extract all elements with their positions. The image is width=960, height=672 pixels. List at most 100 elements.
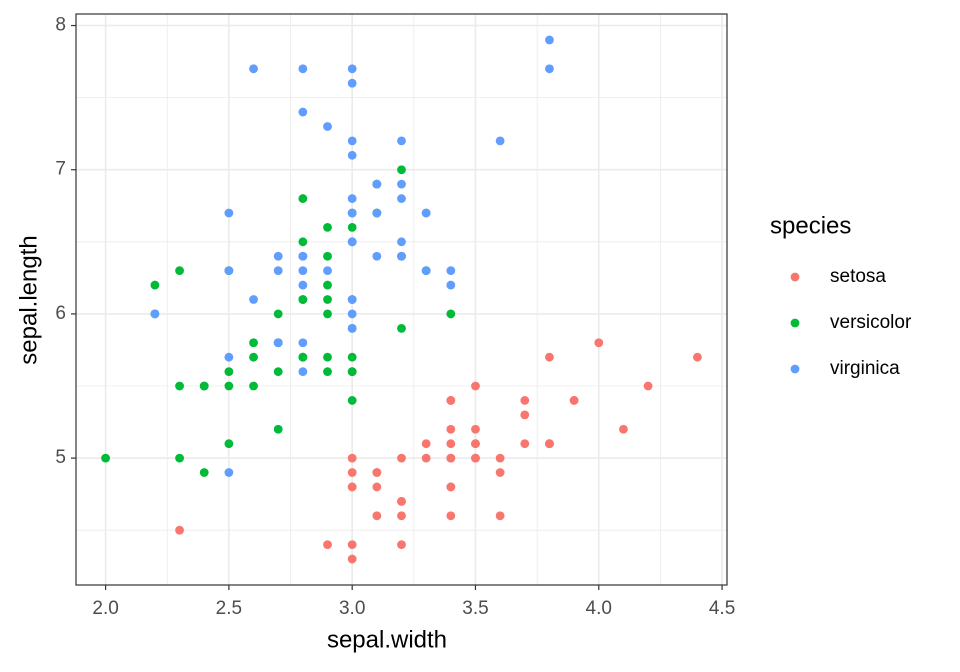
point bbox=[273, 309, 283, 319]
point bbox=[323, 266, 332, 276]
point bbox=[347, 136, 357, 146]
point bbox=[224, 367, 234, 376]
point bbox=[323, 295, 332, 304]
legend-key bbox=[790, 272, 800, 282]
x-tick-label: 3.0 bbox=[339, 598, 365, 619]
point bbox=[347, 223, 357, 232]
point bbox=[347, 309, 357, 319]
point bbox=[249, 381, 258, 391]
point bbox=[520, 396, 530, 405]
point bbox=[273, 424, 283, 434]
point bbox=[150, 309, 160, 319]
point bbox=[298, 237, 308, 247]
y-tick-label: 5 bbox=[55, 447, 66, 468]
point bbox=[495, 511, 505, 521]
point bbox=[397, 496, 406, 506]
x-tick-label: 2.0 bbox=[92, 598, 118, 619]
point bbox=[643, 381, 653, 391]
point bbox=[298, 367, 308, 376]
point bbox=[298, 64, 308, 74]
point bbox=[446, 453, 456, 463]
point bbox=[175, 453, 184, 463]
point bbox=[495, 468, 505, 477]
point bbox=[347, 352, 357, 362]
point bbox=[347, 468, 357, 477]
point bbox=[446, 309, 456, 319]
point bbox=[175, 266, 184, 276]
legend-key bbox=[790, 364, 800, 374]
point bbox=[619, 424, 628, 434]
legend-title: species bbox=[770, 212, 851, 239]
point bbox=[249, 352, 258, 362]
point bbox=[323, 540, 332, 550]
point bbox=[298, 194, 308, 203]
point bbox=[323, 367, 332, 376]
point bbox=[495, 136, 505, 146]
legend-label: versicolor bbox=[830, 312, 912, 333]
point bbox=[397, 136, 406, 146]
point bbox=[397, 165, 406, 175]
point bbox=[298, 251, 308, 261]
legend-label: setosa bbox=[830, 266, 886, 287]
point bbox=[347, 237, 357, 247]
point bbox=[372, 482, 382, 492]
point bbox=[397, 323, 406, 333]
y-axis-title: sepal.length bbox=[15, 235, 42, 364]
point bbox=[323, 280, 332, 290]
point bbox=[545, 35, 554, 45]
point bbox=[347, 554, 357, 564]
point bbox=[545, 64, 554, 74]
point bbox=[150, 280, 160, 290]
point bbox=[298, 266, 308, 276]
point bbox=[323, 223, 332, 232]
y-tick-label: 8 bbox=[55, 15, 66, 36]
point bbox=[298, 352, 308, 362]
x-axis-title: sepal.width bbox=[327, 626, 447, 653]
point bbox=[224, 439, 234, 449]
point bbox=[594, 338, 604, 348]
point bbox=[347, 295, 357, 304]
point bbox=[224, 352, 234, 362]
point bbox=[693, 352, 702, 362]
point bbox=[175, 525, 184, 535]
panel-border bbox=[75, 13, 728, 586]
x-tick-label: 3.5 bbox=[462, 598, 488, 619]
point bbox=[446, 511, 456, 521]
x-tick-label: 4.5 bbox=[709, 598, 735, 619]
point bbox=[520, 410, 530, 420]
point bbox=[545, 352, 554, 362]
point bbox=[372, 208, 382, 218]
point bbox=[372, 511, 382, 521]
point bbox=[323, 309, 332, 319]
point bbox=[397, 511, 406, 521]
point bbox=[273, 338, 283, 348]
point bbox=[298, 107, 308, 117]
point bbox=[224, 468, 234, 477]
point bbox=[372, 468, 382, 477]
point bbox=[372, 251, 382, 261]
y-tick-label: 6 bbox=[55, 303, 66, 324]
point bbox=[347, 323, 357, 333]
point bbox=[495, 453, 505, 463]
point bbox=[471, 381, 480, 391]
point bbox=[446, 266, 456, 276]
x-tick-label: 2.5 bbox=[216, 598, 242, 619]
point bbox=[347, 540, 357, 550]
point bbox=[347, 482, 357, 492]
point bbox=[273, 367, 283, 376]
point bbox=[298, 338, 308, 348]
y-tick-label: 7 bbox=[55, 159, 66, 180]
point bbox=[323, 251, 332, 261]
legend-key bbox=[790, 318, 800, 328]
point bbox=[273, 251, 283, 261]
legend-label: virginica bbox=[830, 358, 900, 379]
point bbox=[101, 453, 110, 463]
point bbox=[347, 150, 357, 160]
point bbox=[471, 424, 480, 434]
point bbox=[249, 64, 258, 74]
point bbox=[298, 280, 308, 290]
point bbox=[446, 396, 456, 405]
point bbox=[397, 453, 406, 463]
point bbox=[421, 439, 431, 449]
